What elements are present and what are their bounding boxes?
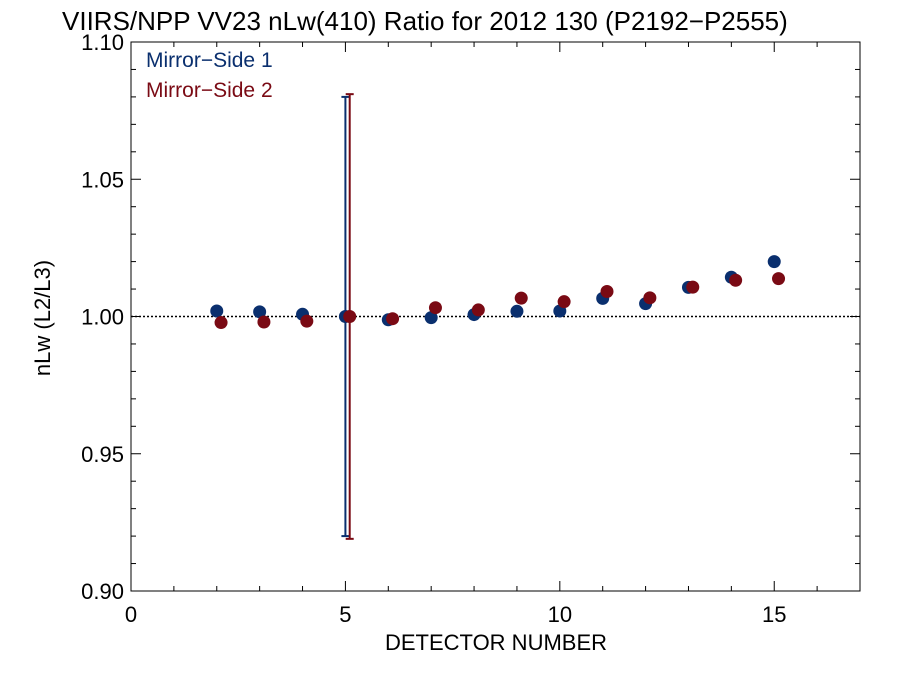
- y-tick-label: 0.90: [81, 579, 124, 604]
- data-point-mirror-side-1: [510, 304, 524, 318]
- data-point-mirror-side-1: [424, 311, 438, 325]
- x-tick-label: 0: [125, 602, 137, 627]
- y-axis-label: nLw (L2/L3): [30, 260, 55, 376]
- y-tick-label: 1.05: [81, 167, 124, 192]
- data-point-mirror-side-2: [514, 291, 528, 305]
- data-point-mirror-side-2: [643, 291, 657, 305]
- data-point-mirror-side-1: [210, 304, 224, 318]
- y-tick-label: 1.00: [81, 305, 124, 330]
- plot-marks: [210, 93, 786, 540]
- legend-entry-mirror-side-1: Mirror−Side 1: [146, 49, 273, 72]
- x-tick-label: 10: [548, 602, 572, 627]
- legend-entry-mirror-side-2: Mirror−Side 2: [146, 79, 273, 102]
- data-point-mirror-side-1: [253, 305, 267, 319]
- legend: Mirror−Side 1 Mirror−Side 2: [146, 49, 273, 102]
- data-point-mirror-side-2: [300, 314, 314, 328]
- data-point-mirror-side-2: [772, 272, 786, 286]
- x-tick-label: 5: [339, 602, 351, 627]
- y-tick-label: 1.10: [81, 30, 124, 55]
- chart-title: VIIRS/NPP VV23 nLw(410) Ratio for 2012 1…: [62, 6, 788, 36]
- data-point-mirror-side-2: [343, 310, 357, 323]
- data-point-mirror-side-2: [729, 273, 743, 287]
- x-axis-label: DETECTOR NUMBER: [385, 630, 607, 655]
- x-tick-label: 15: [762, 602, 786, 627]
- data-point-mirror-side-1: [767, 255, 781, 269]
- data-point-mirror-side-2: [557, 295, 571, 309]
- data-point-mirror-side-2: [214, 316, 228, 330]
- data-point-mirror-side-2: [428, 301, 442, 315]
- y-tick-label: 0.95: [81, 442, 124, 467]
- data-point-mirror-side-2: [257, 315, 271, 329]
- data-point-mirror-side-2: [686, 280, 700, 294]
- plot-axes: 0 5 10 15 0.90 0.95 1.00 1.05 1.10: [81, 30, 861, 627]
- data-point-mirror-side-2: [386, 312, 400, 326]
- data-point-mirror-side-2: [600, 285, 614, 299]
- data-point-mirror-side-2: [471, 303, 485, 317]
